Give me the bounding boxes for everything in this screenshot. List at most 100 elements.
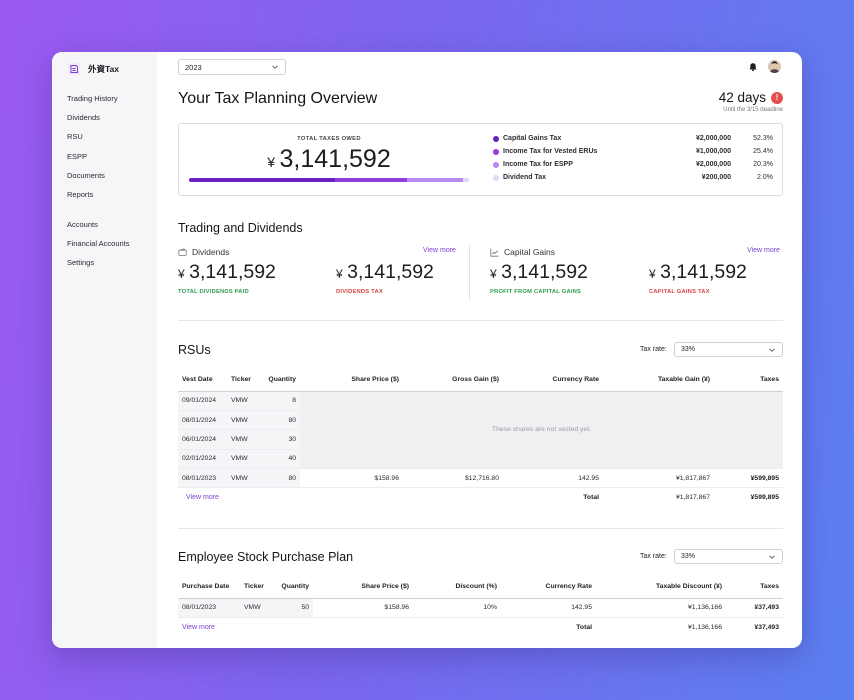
brand[interactable]: 外資Tax	[67, 62, 119, 76]
espp-total-row: View more Total ¥1,136,166 ¥37,493	[178, 617, 783, 636]
rsu-total-taxes: ¥599,895	[750, 494, 779, 502]
total-taxes-value: ¥ 3,141,592	[179, 145, 479, 174]
capital-gains-profit-label: PROFIT FROM CAPITAL GAINS	[490, 289, 582, 295]
quantity: 30	[260, 429, 300, 450]
currency-symbol: ¥	[178, 267, 185, 281]
bell-icon[interactable]	[748, 62, 758, 72]
total-taxes-label: TOTAL TAXES OWED	[297, 136, 361, 142]
breakdown-row-vested-erus: Income Tax for Vested ERUs ¥1,000,000 25…	[493, 148, 773, 161]
total-taxes-amount: 3,141,592	[279, 145, 391, 173]
dividends-paid-label: TOTAL DIVIDENDS PAID	[178, 289, 249, 295]
unvested-message: These shares are not vested yet.	[300, 391, 783, 470]
capital-gains-tax-value: ¥ 3,141,592	[649, 261, 747, 284]
column-header[interactable]: Share Price ($)	[313, 576, 413, 599]
progress-segment	[463, 178, 469, 182]
user-avatar[interactable]	[768, 60, 781, 73]
column-header[interactable]: Purchase Date	[178, 576, 240, 599]
chevron-down-icon	[272, 65, 278, 69]
ticker: VMW	[240, 598, 273, 618]
breakdown-amount: ¥200,000	[701, 174, 731, 181]
column-header[interactable]: Currency Rate	[501, 576, 596, 599]
dividends-view-more-link[interactable]: View more	[423, 247, 456, 254]
rsu-header-row: Vest Date Ticker Quantity Share Price ($…	[178, 369, 783, 392]
capital-gains-view-more-link[interactable]: View more	[747, 247, 780, 254]
column-header[interactable]: Gross Gain ($)	[403, 369, 503, 392]
espp-title: Employee Stock Purchase Plan	[178, 550, 354, 564]
tax-summary-card: TOTAL TAXES OWED ¥ 3,141,592 Capital Gai…	[178, 123, 783, 196]
column-header[interactable]: Quantity	[260, 369, 300, 392]
year-select-value: 2023	[185, 63, 202, 72]
breakdown-amount: ¥1,000,000	[695, 148, 731, 155]
rsu-tax-rate-value: 33%	[681, 346, 696, 353]
taxes: ¥37,493	[726, 598, 783, 618]
quantity: 8	[260, 391, 300, 411]
breakdown-percent: 25.4%	[753, 148, 773, 155]
sidebar-item-trading-history[interactable]: Trading History	[67, 94, 118, 103]
column-header[interactable]: Quantity	[273, 576, 313, 599]
sidebar-item-settings[interactable]: Settings	[67, 258, 95, 267]
column-header[interactable]: Taxable Gain (¥)	[603, 369, 714, 392]
column-header[interactable]: Currency Rate	[503, 369, 603, 392]
vest-date: 06/01/2024	[178, 429, 227, 450]
column-header[interactable]: Taxable Discount (¥)	[596, 576, 726, 599]
quantity: 50	[273, 598, 313, 618]
wallet-icon	[178, 247, 187, 256]
espp-total-label: Total	[576, 623, 592, 631]
column-header[interactable]: Ticker	[227, 369, 260, 392]
sidebar-item-accounts[interactable]: Accounts	[67, 220, 98, 229]
currency-symbol: ¥	[336, 267, 343, 281]
column-header[interactable]: Vest Date	[178, 369, 227, 392]
dividends-tax-amount: 3,141,592	[347, 261, 434, 283]
capital-gains-profit-amount: 3,141,592	[501, 261, 588, 283]
espp-total-taxable: ¥1,136,166	[687, 623, 722, 631]
days-remaining: 42 days	[718, 90, 766, 105]
breakdown-percent: 52.3%	[753, 135, 773, 142]
divider	[178, 528, 783, 529]
tax-breakdown-legend: Capital Gains Tax ¥2,000,000 52.3% Incom…	[493, 135, 773, 187]
rsu-view-more-link[interactable]: View more	[186, 494, 219, 502]
sidebar-item-reports[interactable]: Reports	[67, 190, 94, 199]
deadline-caption: Until the 3/15 deadline	[723, 107, 783, 113]
progress-segment	[406, 178, 464, 182]
column-header[interactable]: Discount (%)	[413, 576, 501, 599]
currency-rate: 142.95	[501, 598, 596, 618]
espp-table: Purchase Date Ticker Quantity Share Pric…	[178, 576, 783, 637]
column-header[interactable]: Taxes	[726, 576, 783, 599]
espp-tax-rate-select[interactable]: 33%	[674, 549, 783, 564]
ledger-logo-icon	[68, 63, 80, 75]
app-window: 外資Tax Trading History Dividends RSU ESPP…	[52, 52, 802, 648]
year-select[interactable]: 2023	[178, 59, 286, 75]
sidebar-item-documents[interactable]: Documents	[67, 171, 105, 180]
vest-date: 08/01/2023	[178, 468, 227, 489]
sidebar-item-rsu[interactable]: RSU	[67, 132, 83, 141]
column-header[interactable]: Share Price ($)	[300, 369, 403, 392]
avatar-image	[768, 60, 781, 73]
sidebar-item-espp[interactable]: ESPP	[67, 152, 88, 161]
table-row: 08/01/2023 VMW 50 $158.96 10% 142.95 ¥1,…	[178, 598, 783, 618]
rsu-total-label: Total	[583, 494, 599, 502]
breakdown-name: Dividend Tax	[503, 174, 547, 181]
espp-view-more-link[interactable]: View more	[182, 623, 215, 631]
column-header[interactable]: Taxes	[714, 369, 783, 392]
main-content: 2023 Your Tax Planning Overview 42 days …	[178, 52, 783, 648]
chart-line-icon	[490, 248, 499, 257]
brand-name: 外資Tax	[88, 64, 120, 74]
rsu-title: RSUs	[178, 343, 211, 357]
breakdown-amount: ¥2,000,000	[695, 135, 731, 142]
sidebar-item-financial-accounts[interactable]: Financial Accounts	[67, 239, 130, 248]
vest-date: 02/01/2024	[178, 449, 227, 470]
table-row: 06/01/2024 VMW 30	[178, 429, 783, 450]
rsu-tax-rate-select[interactable]: 33%	[674, 342, 783, 357]
alert-icon: !	[771, 91, 783, 104]
progress-segment	[335, 178, 407, 182]
breakdown-name: Capital Gains Tax	[503, 135, 562, 142]
taxable-discount: ¥1,136,166	[596, 598, 726, 618]
ticker: VMW	[227, 468, 260, 489]
currency-symbol: ¥	[649, 267, 656, 281]
column-header[interactable]: Ticker	[240, 576, 273, 599]
rsu-table: Vest Date Ticker Quantity Share Price ($…	[178, 369, 783, 507]
taxable-gain: ¥1,817,867	[603, 468, 714, 489]
sidebar-item-dividends[interactable]: Dividends	[67, 113, 100, 122]
ticker: VMW	[227, 391, 260, 411]
currency-symbol: ¥	[267, 154, 276, 170]
